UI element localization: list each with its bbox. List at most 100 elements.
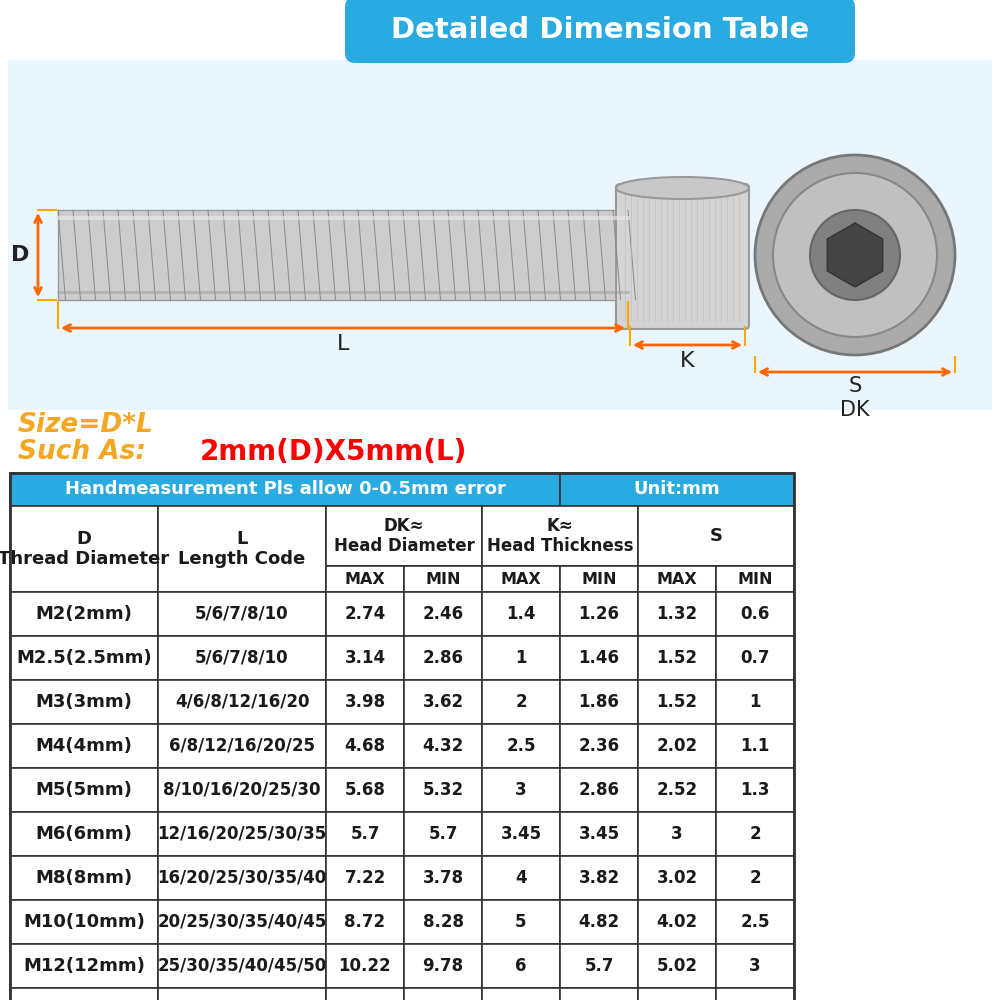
- Bar: [638, 566, 716, 592]
- Bar: [158, 988, 326, 1000]
- Bar: [158, 900, 326, 944]
- Text: M2(2mm): M2(2mm): [36, 605, 132, 623]
- Text: 2.52: 2.52: [656, 781, 698, 799]
- Bar: [8, 60, 992, 410]
- Bar: [158, 768, 326, 812]
- Text: 2mm(D)X5mm(L): 2mm(D)X5mm(L): [200, 438, 467, 466]
- Bar: [10, 812, 158, 856]
- Text: 4.32: 4.32: [422, 737, 464, 755]
- Text: 6: 6: [515, 957, 527, 975]
- Bar: [326, 592, 404, 636]
- Text: M12(12mm): M12(12mm): [23, 957, 145, 975]
- Text: Handmeasurement Pls allow 0-0.5mm error: Handmeasurement Pls allow 0-0.5mm error: [65, 481, 505, 498]
- Text: 1.3: 1.3: [740, 781, 770, 799]
- Bar: [638, 724, 716, 768]
- Bar: [404, 566, 482, 592]
- Text: 1.52: 1.52: [656, 693, 698, 711]
- Circle shape: [773, 173, 937, 337]
- Text: 5.68: 5.68: [345, 781, 385, 799]
- Bar: [482, 856, 560, 900]
- FancyBboxPatch shape: [345, 0, 855, 63]
- Bar: [10, 768, 158, 812]
- Text: 5.02: 5.02: [656, 957, 698, 975]
- Bar: [158, 944, 326, 988]
- Bar: [638, 944, 716, 988]
- Bar: [638, 506, 794, 566]
- Bar: [326, 944, 404, 988]
- Bar: [560, 812, 638, 856]
- Bar: [10, 636, 158, 680]
- Text: 2.74: 2.74: [344, 605, 386, 623]
- Text: 3.14: 3.14: [344, 649, 386, 667]
- Bar: [10, 473, 560, 506]
- Bar: [638, 592, 716, 636]
- Polygon shape: [827, 223, 883, 287]
- Text: 2.5: 2.5: [506, 737, 536, 755]
- Text: 2: 2: [749, 869, 761, 887]
- Bar: [10, 592, 158, 636]
- Bar: [10, 944, 158, 988]
- Bar: [10, 900, 158, 944]
- Text: 5/6/7/8/10: 5/6/7/8/10: [195, 649, 289, 667]
- Text: 2.46: 2.46: [422, 605, 464, 623]
- Bar: [326, 636, 404, 680]
- Bar: [482, 812, 560, 856]
- Text: K≈
Head Thickness: K≈ Head Thickness: [487, 517, 633, 555]
- Text: 8.28: 8.28: [422, 913, 464, 931]
- Bar: [58, 210, 628, 300]
- Bar: [482, 944, 560, 988]
- Text: 1.26: 1.26: [578, 605, 620, 623]
- Text: 3.78: 3.78: [422, 869, 464, 887]
- Text: 3.98: 3.98: [344, 693, 386, 711]
- Bar: [404, 768, 482, 812]
- Bar: [560, 566, 638, 592]
- Text: 12/16/20/25/30/35: 12/16/20/25/30/35: [157, 825, 327, 843]
- Text: Size=D*L: Size=D*L: [18, 412, 154, 438]
- Text: 5/6/7/8/10: 5/6/7/8/10: [195, 605, 289, 623]
- Text: 3.45: 3.45: [500, 825, 542, 843]
- Bar: [482, 900, 560, 944]
- Bar: [716, 566, 794, 592]
- Text: MIN: MIN: [737, 572, 773, 586]
- Text: 4.68: 4.68: [344, 737, 386, 755]
- Bar: [404, 636, 482, 680]
- Bar: [158, 812, 326, 856]
- Bar: [10, 724, 158, 768]
- Bar: [482, 680, 560, 724]
- Text: DK: DK: [840, 400, 870, 420]
- Bar: [638, 856, 716, 900]
- Bar: [326, 856, 404, 900]
- Text: 3.02: 3.02: [656, 869, 698, 887]
- Bar: [560, 636, 638, 680]
- Bar: [482, 988, 560, 1000]
- Text: 8.72: 8.72: [344, 913, 386, 931]
- Text: 2.86: 2.86: [422, 649, 464, 667]
- Text: 4.82: 4.82: [578, 913, 620, 931]
- Text: L: L: [337, 334, 349, 354]
- Bar: [716, 768, 794, 812]
- Text: M5(5mm): M5(5mm): [36, 781, 132, 799]
- Text: 2.36: 2.36: [578, 737, 620, 755]
- Bar: [716, 944, 794, 988]
- Text: 2.02: 2.02: [656, 737, 698, 755]
- Bar: [158, 680, 326, 724]
- Text: MAX: MAX: [501, 572, 541, 586]
- Text: 0.7: 0.7: [740, 649, 770, 667]
- Text: 20/25/30/35/40/45: 20/25/30/35/40/45: [157, 913, 327, 931]
- Bar: [560, 944, 638, 988]
- Text: 5.32: 5.32: [422, 781, 464, 799]
- Text: S: S: [848, 376, 862, 396]
- Text: 2: 2: [515, 693, 527, 711]
- Text: L
Length Code: L Length Code: [178, 530, 306, 568]
- Text: M10(10mm): M10(10mm): [23, 913, 145, 931]
- Text: 3: 3: [515, 781, 527, 799]
- Bar: [560, 592, 638, 636]
- Text: 4: 4: [515, 869, 527, 887]
- Bar: [10, 506, 158, 592]
- Text: M6(6mm): M6(6mm): [36, 825, 132, 843]
- Bar: [404, 680, 482, 724]
- Text: M4(4mm): M4(4mm): [36, 737, 132, 755]
- Text: MIN: MIN: [581, 572, 617, 586]
- Bar: [482, 724, 560, 768]
- Text: 25/30/35/40/45/50: 25/30/35/40/45/50: [157, 957, 327, 975]
